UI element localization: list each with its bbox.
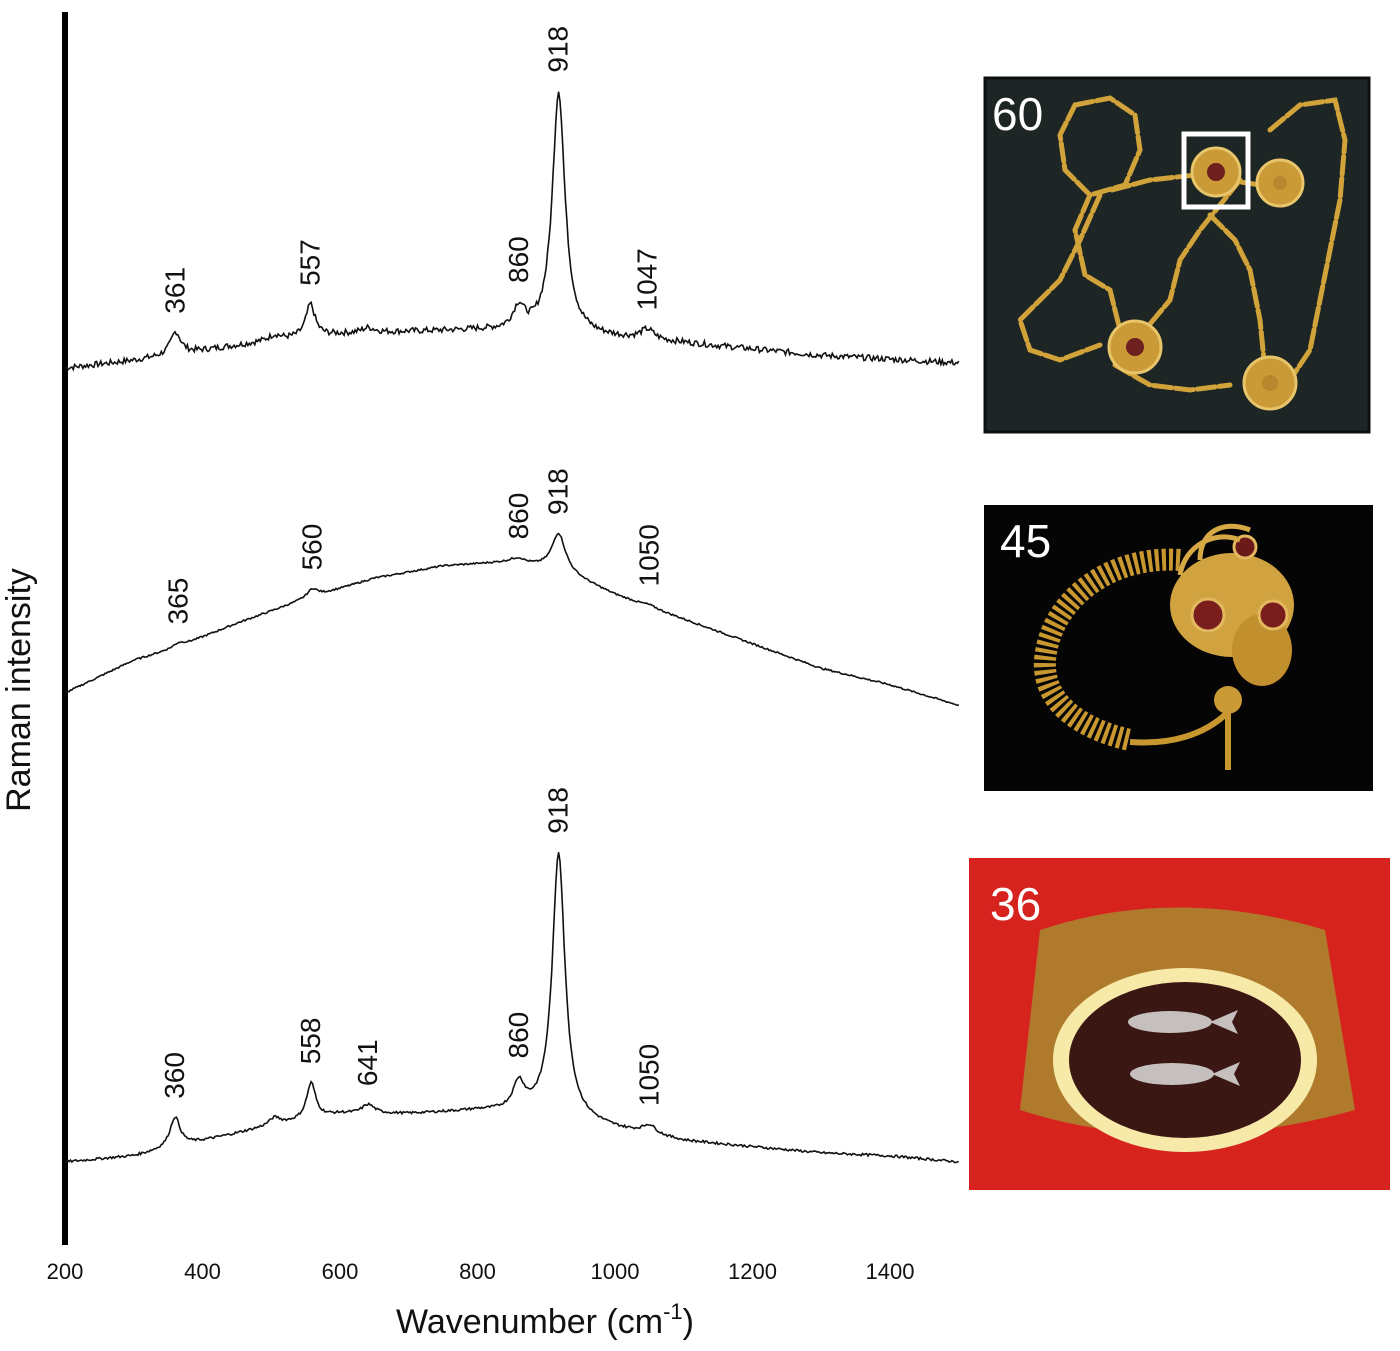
fish-upper (1128, 1010, 1238, 1034)
peak-label: 361 (160, 267, 191, 314)
earring-hoop (1033, 548, 1181, 751)
peak-label: 557 (294, 239, 325, 286)
photo-ring-label: 36 (990, 878, 1041, 930)
peak-label: 1050 (633, 524, 664, 586)
peak-label: 918 (543, 468, 574, 515)
peak-labels: 361 557 860 918 1047 365 560 860 918 1050 360 558 64… (159, 26, 664, 1106)
photo-necklace: 60 (983, 76, 1371, 434)
spectrum-line-3 (64, 852, 960, 1164)
ring-gem (1069, 982, 1301, 1138)
spectra (64, 91, 960, 1164)
earring-eye-left (1190, 597, 1226, 633)
peak-label: 365 (162, 578, 193, 625)
photo-necklace-frame (983, 76, 1371, 434)
disc-pendant-3 (1107, 319, 1163, 375)
photo-necklace-label: 60 (992, 88, 1043, 140)
x-tick-label: 600 (322, 1259, 359, 1284)
earring-wire (1129, 704, 1231, 770)
peak-label: 360 (159, 1052, 190, 1099)
x-axis-title-superscript: -1 (663, 1299, 683, 1324)
photo-earring: 45 (984, 505, 1373, 791)
spectrum-line-1 (64, 91, 960, 372)
photo-ring: 36 (969, 858, 1390, 1190)
y-axis-title: Raman intensity (0, 568, 38, 812)
x-axis-title: Wavenumber (cm-1) (396, 1299, 694, 1341)
earring-small-bead (1214, 686, 1242, 714)
x-tick-label: 800 (459, 1259, 496, 1284)
earring-horns (1177, 523, 1251, 576)
peak-label: 860 (503, 493, 534, 540)
peak-label: 918 (543, 26, 574, 73)
disc-pendant-4 (1242, 355, 1298, 411)
x-tick-label: 1000 (591, 1259, 640, 1284)
x-axis-ticks: 200 400 600 800 1000 1200 1400 (47, 1259, 915, 1284)
disc-pendant-2 (1255, 158, 1305, 208)
fish-lower (1130, 1062, 1240, 1086)
peak-label: 860 (503, 1012, 534, 1059)
earring-snout (1232, 614, 1292, 686)
photo-earring-label: 45 (1000, 515, 1051, 567)
peak-label: 860 (503, 236, 534, 283)
x-axis-title-close: ) (683, 1303, 694, 1341)
disc-pendant-1 (1190, 146, 1242, 198)
highlight-box (1181, 131, 1251, 210)
earring-eye-right (1257, 599, 1289, 631)
x-tick-label: 1400 (866, 1259, 915, 1284)
x-tick-label: 400 (184, 1259, 221, 1284)
peak-label: 1047 (631, 248, 662, 310)
x-tick-label: 1200 (728, 1259, 777, 1284)
x-tick-label: 200 (47, 1259, 84, 1284)
peak-label: 918 (543, 787, 574, 834)
peak-label: 560 (297, 524, 328, 571)
peak-label: 558 (295, 1018, 326, 1065)
x-axis-title-main: Wavenumber (cm (396, 1303, 663, 1341)
peak-label: 1050 (633, 1044, 664, 1106)
spectrum-line-2 (64, 532, 960, 707)
photo-necklace-background (985, 78, 1369, 432)
peak-label: 641 (352, 1039, 383, 1086)
earring-crown-gem (1232, 534, 1258, 560)
